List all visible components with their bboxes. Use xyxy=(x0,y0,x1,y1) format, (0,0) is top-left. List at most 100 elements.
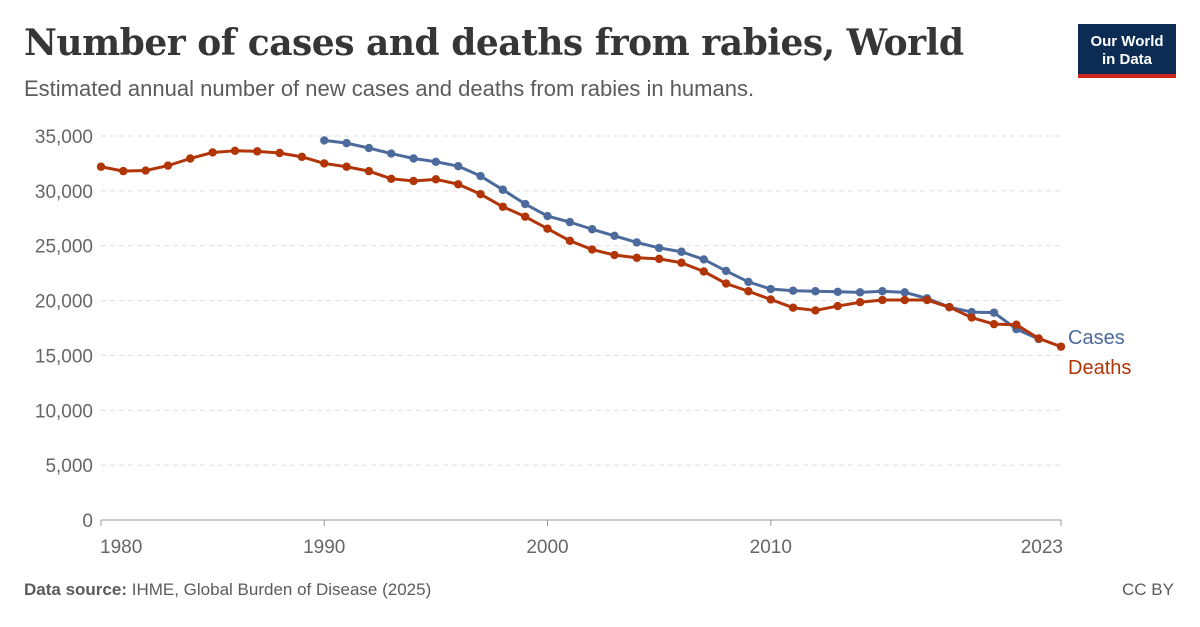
data-source-label: Data source: xyxy=(24,580,127,599)
logo-accent-bar xyxy=(1078,74,1176,78)
deaths-data-point xyxy=(230,146,240,156)
x-tick-label: 2010 xyxy=(750,537,792,558)
cases-data-point xyxy=(989,308,999,317)
deaths-data-point xyxy=(186,154,195,163)
chart-subtitle: Estimated annual number of new cases and… xyxy=(24,76,755,101)
cases-data-point xyxy=(476,171,485,181)
deaths-data-point xyxy=(119,166,128,176)
x-tick-label: 1980 xyxy=(100,537,142,558)
cases-data-point xyxy=(320,136,329,145)
data-source-text[interactable]: IHME, Global Burden of Disease (2025) xyxy=(131,580,432,599)
deaths-data-point xyxy=(253,147,262,156)
cases-data-point xyxy=(855,288,865,297)
cases-data-point xyxy=(788,286,798,295)
deaths-data-point xyxy=(520,212,530,221)
y-tick-label: 15,000 xyxy=(35,346,93,367)
deaths-data-point xyxy=(811,306,820,315)
x-tick-label: 2000 xyxy=(526,537,568,558)
deaths-data-point xyxy=(275,148,284,158)
y-tick-label: 35,000 xyxy=(35,127,93,148)
deaths-data-point xyxy=(387,174,396,183)
license-link[interactable]: CC BY xyxy=(1122,580,1174,599)
deaths-data-point xyxy=(654,254,664,264)
deaths-data-point xyxy=(1034,334,1043,343)
chart-title: Number of cases and deaths from rabies, … xyxy=(24,22,964,64)
deaths-data-point xyxy=(297,152,307,162)
deaths-data-point xyxy=(364,166,374,176)
deaths-data-point xyxy=(766,295,775,304)
cases-data-point xyxy=(543,211,552,221)
cases-data-point xyxy=(878,287,887,296)
cases-data-point xyxy=(900,288,909,297)
y-tick-label: 5,000 xyxy=(45,456,93,477)
deaths-data-point xyxy=(855,298,865,307)
y-tick-label: 0 xyxy=(82,511,93,532)
deaths-data-point xyxy=(788,303,798,312)
deaths-data-point xyxy=(141,166,150,175)
cases-data-point xyxy=(632,238,642,247)
deaths-data-point xyxy=(320,159,329,168)
cases-data-point xyxy=(342,138,351,148)
y-tick-label: 25,000 xyxy=(35,237,93,258)
deaths-series-line xyxy=(99,149,1063,349)
deaths-data-point xyxy=(96,162,106,171)
owid-logo[interactable]: Our World in Data xyxy=(1078,24,1176,78)
deaths-data-point xyxy=(587,245,597,254)
deaths-data-point xyxy=(1056,342,1066,351)
deaths-data-point xyxy=(543,224,552,233)
data-source: Data source: IHME, Global Burden of Dise… xyxy=(24,580,431,600)
deaths-data-point xyxy=(632,253,642,262)
cases-data-point xyxy=(744,277,753,287)
deaths-data-point xyxy=(610,250,619,260)
y-tick-label: 30,000 xyxy=(35,182,93,203)
deaths-data-point xyxy=(967,313,976,322)
deaths-data-point xyxy=(476,189,485,199)
deaths-data-point xyxy=(699,267,708,276)
deaths-data-point xyxy=(878,295,887,305)
y-tick-label: 10,000 xyxy=(35,401,93,422)
cases-data-point xyxy=(364,143,374,153)
cases-data-point xyxy=(811,287,820,296)
cases-data-point xyxy=(833,287,842,296)
deaths-data-point xyxy=(922,295,932,305)
deaths-data-point xyxy=(677,258,686,267)
deaths-data-point xyxy=(409,176,418,186)
x-tick-label: 2023 xyxy=(1021,537,1063,558)
deaths-data-point xyxy=(342,162,351,171)
cases-series-label: Cases xyxy=(1068,327,1125,349)
deaths-data-point xyxy=(163,161,173,170)
cases-data-point xyxy=(587,225,597,234)
cases-data-point xyxy=(454,161,463,171)
deaths-data-point xyxy=(721,279,731,288)
logo-line-2: in Data xyxy=(1101,51,1152,68)
deaths-data-point xyxy=(498,202,508,211)
deaths-data-point xyxy=(945,302,954,312)
cases-data-point xyxy=(610,231,619,241)
y-tick-label: 20,000 xyxy=(35,292,93,313)
deaths-data-point xyxy=(989,319,999,329)
x-tick-label: 1990 xyxy=(303,537,345,558)
deaths-data-point xyxy=(900,295,909,305)
cases-data-point xyxy=(654,243,664,253)
deaths-data-point xyxy=(1012,320,1021,329)
cases-data-point xyxy=(431,157,441,166)
cases-data-point xyxy=(520,199,530,209)
cases-data-point xyxy=(699,255,708,264)
deaths-data-point xyxy=(431,175,441,184)
cases-data-point xyxy=(565,217,575,227)
cases-data-point xyxy=(721,266,731,276)
cases-data-point xyxy=(409,154,418,163)
cases-series-line xyxy=(322,138,1041,341)
deaths-data-point xyxy=(565,236,575,245)
cases-data-point xyxy=(498,185,508,194)
deaths-series-label: Deaths xyxy=(1068,357,1131,379)
deaths-data-point xyxy=(208,148,217,157)
logo-line-1: Our World xyxy=(1090,33,1164,50)
deaths-data-point xyxy=(454,180,463,189)
cases-data-point xyxy=(677,247,686,256)
cases-data-point xyxy=(387,149,396,158)
deaths-data-point xyxy=(744,287,753,296)
deaths-data-point xyxy=(833,301,842,311)
cases-data-point xyxy=(766,284,775,294)
